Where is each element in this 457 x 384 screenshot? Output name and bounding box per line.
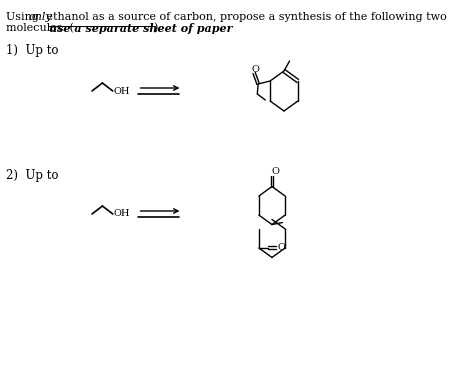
Text: only: only xyxy=(29,12,53,22)
Text: ): ) xyxy=(153,23,157,33)
Text: OH: OH xyxy=(114,210,130,218)
Text: 1)  Up to: 1) Up to xyxy=(6,44,59,57)
Text: Using: Using xyxy=(6,12,43,22)
Text: O: O xyxy=(272,167,280,176)
Text: 2)  Up to: 2) Up to xyxy=(6,169,59,182)
Text: O: O xyxy=(252,66,260,74)
Text: ethanol as a source of carbon, propose a synthesis of the following two: ethanol as a source of carbon, propose a… xyxy=(43,12,447,22)
Text: molecules. (: molecules. ( xyxy=(6,23,74,33)
Text: OH: OH xyxy=(114,86,130,96)
Text: use a separate sheet of paper: use a separate sheet of paper xyxy=(49,23,232,34)
Text: O: O xyxy=(277,243,285,252)
